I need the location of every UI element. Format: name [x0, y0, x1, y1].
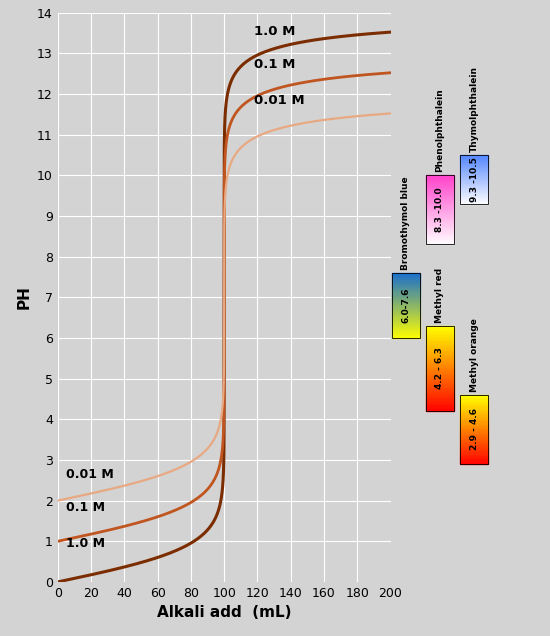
X-axis label: Alkali add  (mL): Alkali add (mL)	[157, 605, 292, 620]
Text: 0.1 M: 0.1 M	[66, 501, 105, 514]
Text: Methyl red: Methyl red	[436, 268, 444, 322]
Y-axis label: PH: PH	[16, 286, 31, 309]
Text: 1.0 M: 1.0 M	[66, 537, 105, 550]
Text: Methyl orange: Methyl orange	[470, 318, 478, 392]
Text: Thymolphthalein: Thymolphthalein	[470, 66, 478, 152]
Text: 0.1 M: 0.1 M	[254, 58, 295, 71]
Text: 6.0-7.6: 6.0-7.6	[402, 287, 410, 323]
Text: 2.9 - 4.6: 2.9 - 4.6	[470, 408, 478, 450]
Text: Bromothymol blue: Bromothymol blue	[402, 176, 410, 270]
Text: 0.01 M: 0.01 M	[66, 468, 114, 481]
Text: 4.2 - 6.3: 4.2 - 6.3	[436, 347, 444, 389]
Text: Phenolphthalein: Phenolphthalein	[436, 88, 444, 172]
Text: 0.01 M: 0.01 M	[254, 94, 305, 107]
Text: 9.3 -10.5: 9.3 -10.5	[470, 157, 478, 202]
Text: 1.0 M: 1.0 M	[254, 25, 295, 38]
Text: 8.3 -10.0: 8.3 -10.0	[436, 188, 444, 232]
